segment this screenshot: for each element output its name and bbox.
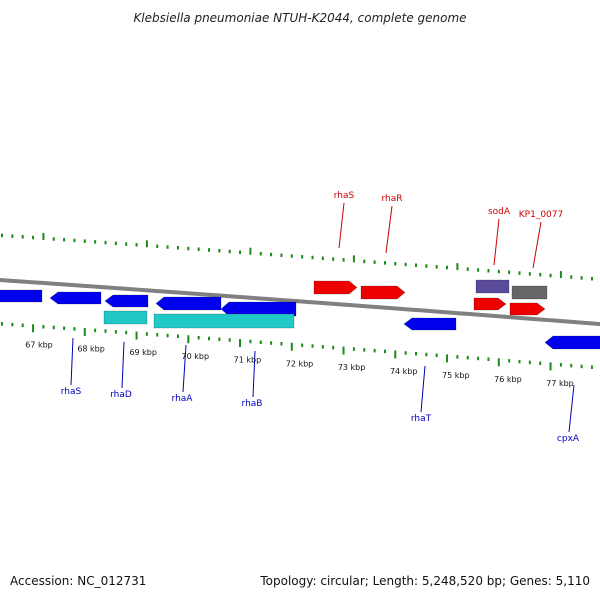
gene-label-rhaB: rhaB (242, 399, 263, 409)
gene-arrow-reverse (544, 335, 600, 350)
gene-arrow-forward (473, 297, 507, 311)
kbp-label: 67 kbp (25, 341, 53, 350)
gene-label-leader (568, 384, 575, 433)
rna-gene-block (153, 313, 295, 329)
accession-text: Accession: NC_012731 (10, 574, 146, 588)
kbp-label: 69 kbp (129, 348, 157, 357)
gene-label-rhaR: rhaR (381, 194, 402, 204)
kbp-label: 73 kbp (338, 363, 366, 372)
gene-arrow-reverse (49, 291, 102, 305)
map-title: Klebsiella pneumoniae NTUH-K2044, comple… (133, 11, 466, 25)
kbp-label: 74 kbp (390, 367, 418, 376)
kbp-label: 72 kbp (286, 359, 314, 368)
kbp-scale-labels: 67 kbp 68 kbp 69 kbp 70 kbp 71 kbp 72 kbp 73 k… (25, 341, 574, 388)
gene-label-leader (252, 350, 256, 398)
gene-label-rhaT: rhaT (411, 414, 432, 424)
kbp-label: 75 kbp (442, 371, 470, 380)
kbp-label: 70 kbp (182, 352, 210, 361)
gene-label-leader (70, 337, 74, 386)
gene-label-leader (420, 365, 426, 413)
gene-label-rhaA: rhaA (172, 394, 194, 404)
gene-label-leader (182, 344, 187, 393)
gene-arrow-reverse (0, 289, 43, 303)
gene-track (0, 279, 600, 350)
gene-labels: rhaS rhaR sodA KP1_0077 rhaS rhaD rhaA rhaB rhaT… (61, 191, 580, 444)
gene-arrow-reverse (155, 296, 222, 311)
gene-block-KP1_0077 (511, 285, 548, 300)
gene-label-KP1_0077: KP1_0077 (519, 210, 563, 220)
kbp-label: 71 kbp (234, 356, 262, 365)
gene-label-cpxA: cpxA (557, 434, 580, 444)
gene-label-leader (385, 205, 393, 254)
gene-label-rhaD: rhaD (110, 390, 132, 400)
kbp-label: 77 kbp (546, 379, 574, 388)
gene-label-rhaS-forward: rhaS (334, 191, 355, 201)
gene-label-sodA: sodA (488, 207, 511, 217)
gene-block-sodA (475, 279, 510, 294)
gene-label-leader (493, 218, 500, 266)
genome-backbone (0, 277, 600, 327)
gene-arrow-forward (509, 302, 546, 316)
rna-gene-block (103, 310, 148, 325)
gene-arrow-reverse (104, 294, 149, 308)
gene-arrow-forward (360, 285, 406, 300)
gene-arrow-reverse (403, 317, 457, 331)
gene-label-leader (121, 341, 125, 389)
kbp-label: 68 kbp (77, 344, 105, 353)
gene-label-lines (70, 202, 575, 433)
genome-summary-text: Topology: circular; Length: 5,248,520 bp… (259, 574, 590, 588)
gene-label-leader (338, 202, 345, 249)
kbp-label: 76 kbp (494, 375, 522, 384)
gene-label-leader (532, 221, 542, 269)
gene-arrow-forward (313, 280, 358, 295)
outer-tick-track (1, 233, 593, 281)
gene-label-rhaS-reverse: rhaS (61, 387, 82, 397)
inner-tick-track (1, 322, 593, 371)
